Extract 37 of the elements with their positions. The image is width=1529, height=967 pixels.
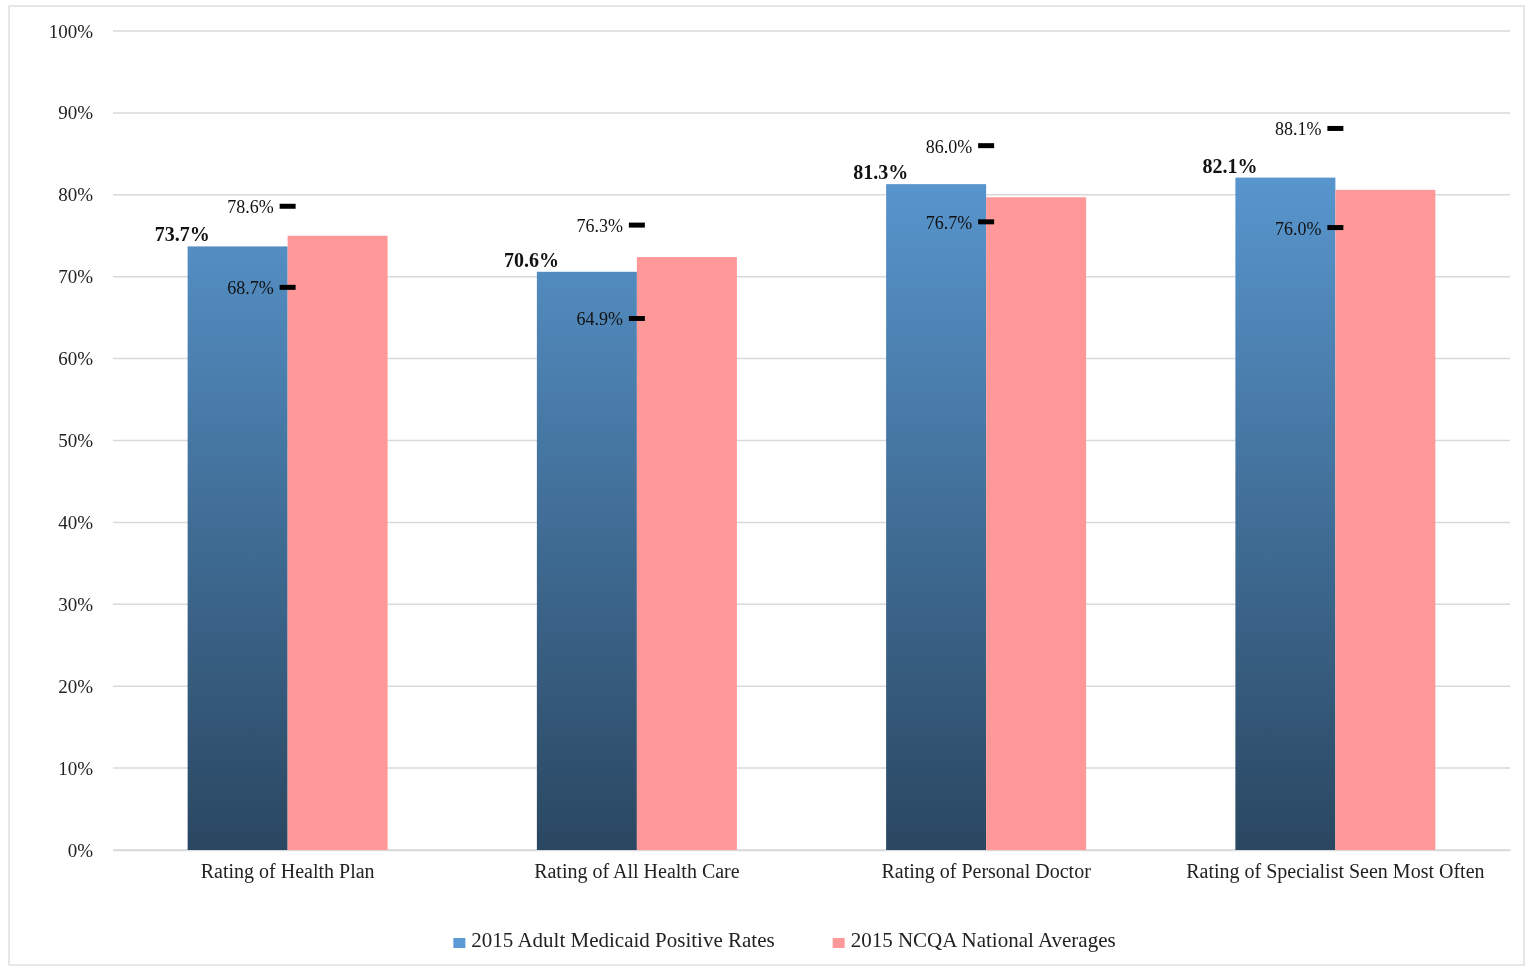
- legend-label: 2015 Adult Medicaid Positive Rates: [471, 928, 775, 952]
- bar: [187, 246, 288, 850]
- data-label: 70.6%: [503, 248, 559, 271]
- y-tick-label: 30%: [58, 593, 94, 615]
- y-tick-label: 50%: [58, 430, 94, 452]
- data-label: 82.1%: [1202, 154, 1258, 177]
- bar: [886, 184, 987, 850]
- bar: [986, 197, 1087, 850]
- y-tick-label: 100%: [48, 20, 94, 42]
- y-tick-label: 20%: [58, 675, 94, 697]
- bar: [536, 271, 637, 850]
- bar: [636, 257, 737, 850]
- legend-label: 2015 NCQA National Averages: [850, 928, 1116, 952]
- data-label: 76.0%: [1274, 218, 1322, 239]
- bar: [1235, 177, 1336, 850]
- data-label: 86.0%: [925, 136, 973, 157]
- y-tick-label: 70%: [58, 266, 94, 288]
- y-tick-label: 10%: [58, 757, 94, 779]
- data-label: 73.7%: [154, 223, 210, 246]
- data-label: 76.3%: [576, 216, 623, 237]
- x-tick-label: Rating of Health Plan: [200, 860, 375, 884]
- x-tick-label: Rating of Specialist Seen Most Often: [1186, 860, 1485, 884]
- y-tick-label: 80%: [58, 184, 94, 206]
- y-tick-label: 40%: [58, 511, 94, 533]
- y-tick-label: 60%: [58, 348, 94, 370]
- data-label: 88.1%: [1274, 119, 1322, 140]
- y-tick-label: 90%: [58, 102, 94, 124]
- data-label: 76.7%: [925, 212, 973, 233]
- data-label: 78.6%: [227, 197, 274, 218]
- bar: [1335, 189, 1436, 850]
- data-label: 68.7%: [227, 278, 274, 299]
- x-tick-label: Rating of Personal Doctor: [881, 860, 1092, 884]
- data-label: 64.9%: [576, 309, 623, 330]
- x-tick-label: Rating of All Health Care: [534, 860, 740, 884]
- data-label: 81.3%: [853, 161, 909, 184]
- bar: [287, 235, 388, 850]
- y-tick-label: 0%: [67, 839, 94, 861]
